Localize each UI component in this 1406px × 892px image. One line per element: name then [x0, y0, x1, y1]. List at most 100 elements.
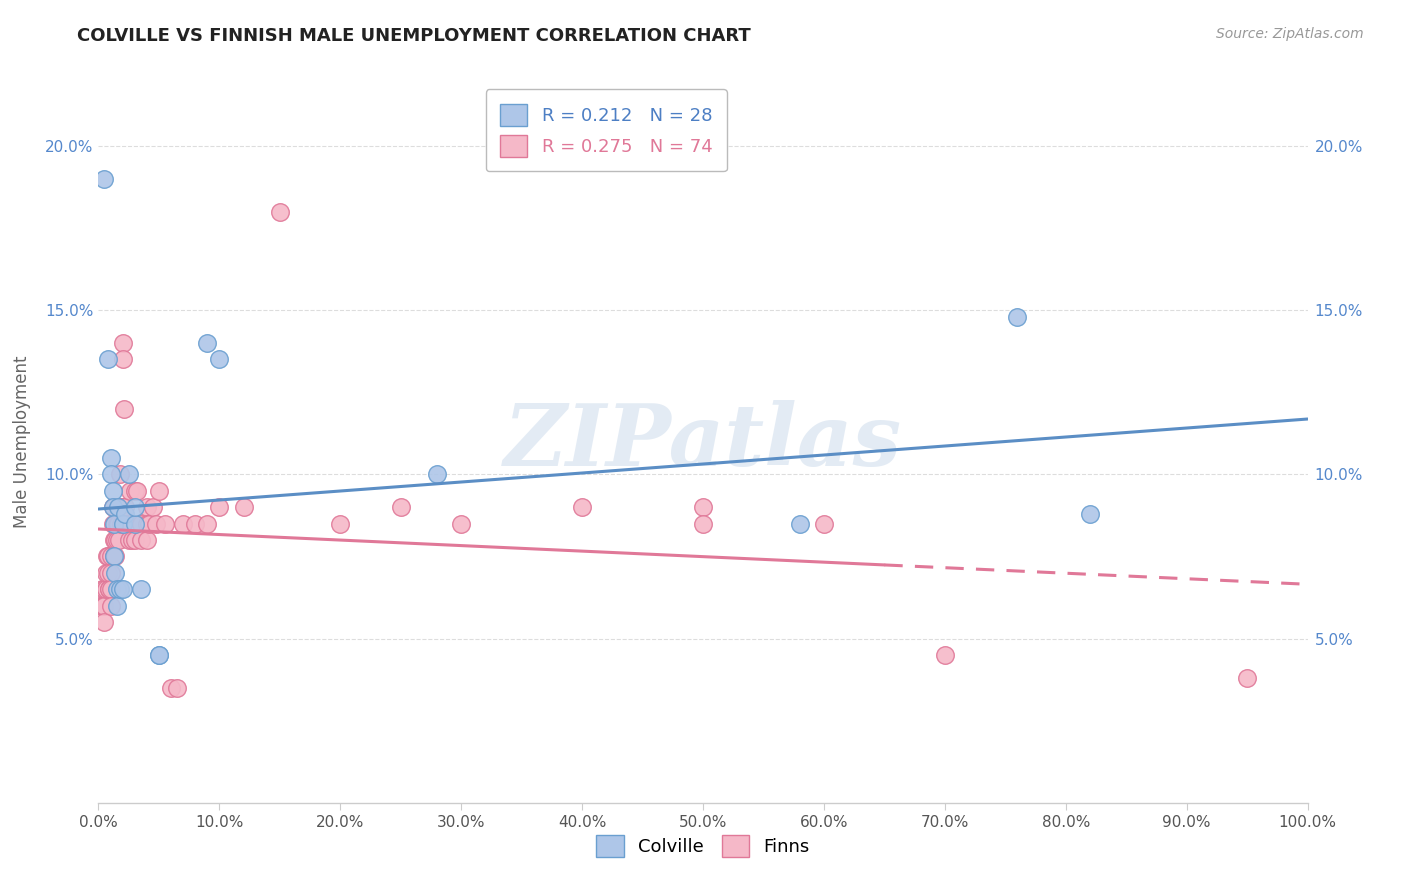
Point — [934, 648, 956, 662]
Point — [107, 516, 129, 531]
Point — [111, 582, 134, 597]
Point — [103, 533, 125, 547]
Point — [118, 516, 141, 531]
Point — [100, 582, 122, 597]
Point — [329, 516, 352, 531]
Point — [450, 516, 472, 531]
Point — [129, 516, 152, 531]
Point — [105, 516, 128, 531]
Point — [100, 450, 122, 465]
Point — [97, 566, 120, 580]
Point — [208, 352, 231, 367]
Point — [135, 516, 157, 531]
Point — [153, 516, 176, 531]
Point — [103, 549, 125, 564]
Point — [93, 171, 115, 186]
Point — [1007, 310, 1029, 324]
Point — [571, 500, 593, 515]
Point — [127, 483, 149, 498]
Point — [107, 500, 129, 515]
Point — [195, 336, 218, 351]
Point — [104, 566, 127, 580]
Point — [120, 516, 142, 531]
Legend: Colville, Finns: Colville, Finns — [588, 826, 818, 866]
Point — [184, 516, 207, 531]
Point — [96, 549, 118, 564]
Point — [232, 500, 254, 515]
Point — [108, 467, 131, 482]
Point — [166, 681, 188, 695]
Point — [111, 352, 134, 367]
Point — [813, 516, 835, 531]
Point — [148, 483, 170, 498]
Point — [101, 516, 124, 531]
Point — [108, 500, 131, 515]
Point — [103, 516, 125, 531]
Point — [135, 500, 157, 515]
Point — [789, 516, 811, 531]
Point — [127, 516, 149, 531]
Point — [97, 549, 120, 564]
Point — [110, 516, 132, 531]
Point — [100, 549, 122, 564]
Point — [104, 549, 127, 564]
Point — [101, 500, 124, 515]
Point — [114, 500, 136, 515]
Point — [91, 582, 114, 597]
Point — [269, 204, 291, 219]
Point — [389, 500, 412, 515]
Point — [692, 516, 714, 531]
Point — [115, 516, 138, 531]
Point — [111, 336, 134, 351]
Point — [108, 533, 131, 547]
Point — [160, 681, 183, 695]
Point — [118, 467, 141, 482]
Point — [91, 599, 114, 613]
Point — [129, 533, 152, 547]
Point — [111, 516, 134, 531]
Point — [172, 516, 194, 531]
Point — [121, 533, 143, 547]
Point — [118, 483, 141, 498]
Point — [124, 516, 146, 531]
Point — [93, 599, 115, 613]
Text: ZIPatlas: ZIPatlas — [503, 400, 903, 483]
Point — [105, 533, 128, 547]
Point — [101, 483, 124, 498]
Point — [118, 533, 141, 547]
Point — [114, 507, 136, 521]
Point — [1236, 671, 1258, 685]
Point — [148, 648, 170, 662]
Point — [98, 582, 121, 597]
Point — [104, 533, 127, 547]
Point — [124, 500, 146, 515]
Point — [108, 582, 131, 597]
Point — [145, 516, 167, 531]
Text: Source: ZipAtlas.com: Source: ZipAtlas.com — [1216, 27, 1364, 41]
Point — [124, 533, 146, 547]
Point — [1078, 507, 1101, 521]
Point — [100, 599, 122, 613]
Point — [103, 549, 125, 564]
Point — [100, 467, 122, 482]
Point — [426, 467, 449, 482]
Point — [135, 533, 157, 547]
Point — [124, 483, 146, 498]
Text: COLVILLE VS FINNISH MALE UNEMPLOYMENT CORRELATION CHART: COLVILLE VS FINNISH MALE UNEMPLOYMENT CO… — [77, 27, 751, 45]
Point — [142, 500, 165, 515]
Point — [138, 516, 160, 531]
Point — [105, 582, 128, 597]
Point — [208, 500, 231, 515]
Point — [195, 516, 218, 531]
Point — [97, 352, 120, 367]
Point — [93, 615, 115, 630]
Point — [148, 648, 170, 662]
Point — [91, 599, 114, 613]
Point — [107, 500, 129, 515]
Point — [101, 500, 124, 515]
Point — [94, 582, 117, 597]
Point — [98, 582, 121, 597]
Point — [93, 582, 115, 597]
Y-axis label: Male Unemployment: Male Unemployment — [13, 355, 31, 528]
Point — [100, 566, 122, 580]
